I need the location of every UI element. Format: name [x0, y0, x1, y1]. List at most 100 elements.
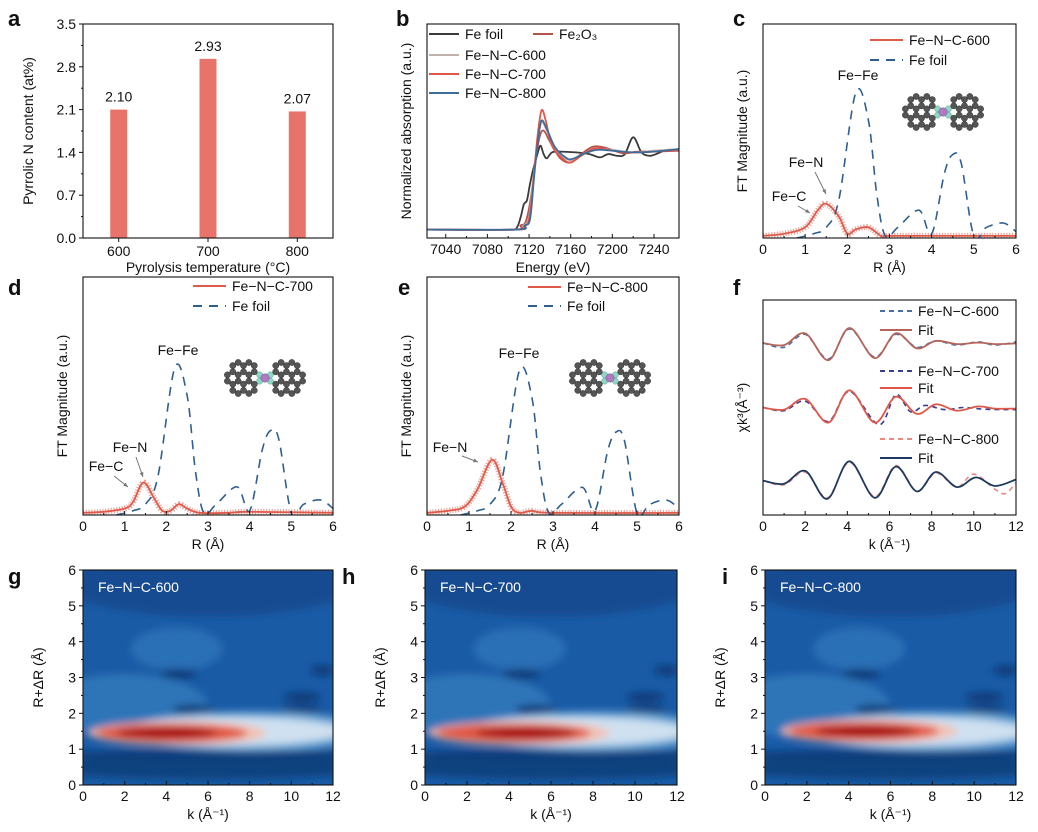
x-tick-label: 1	[121, 518, 129, 534]
legend-label: Fe−N−C-600	[909, 32, 990, 48]
legend-label: Fe−N−C-800	[465, 85, 546, 101]
carbon-atom	[907, 121, 915, 128]
heatmap-contours	[83, 570, 333, 780]
series-line	[116, 363, 333, 515]
legend-label: Fit	[918, 380, 934, 396]
heatmap-region-mid	[473, 627, 566, 671]
y-tick-label: 0.0	[57, 230, 77, 246]
sample-label: Fe−N−C-600	[98, 579, 179, 595]
plot-area	[83, 570, 333, 785]
molecule-structure-inset	[569, 359, 651, 397]
y-tick-label: 3	[68, 670, 76, 686]
y-tick-label: 3.5	[57, 16, 77, 32]
carbon-atom	[644, 371, 651, 379]
y-tick-label: 6	[750, 562, 758, 578]
series-line	[763, 460, 1016, 500]
heatmap-region-dark	[842, 668, 881, 679]
heatmap-region-mid	[813, 627, 906, 671]
carbon-atom	[595, 362, 603, 369]
carbon-atom	[971, 96, 979, 103]
carbon-atom	[574, 387, 582, 394]
carbon-atom	[585, 387, 592, 394]
y-tick-label: 1	[750, 741, 758, 757]
x-tick-label: 800	[286, 243, 310, 259]
carbon-atom	[622, 377, 630, 385]
plot-area	[110, 58, 306, 238]
y-axis-label: Pyrrolic N content (at%)	[20, 57, 36, 205]
carbon-atom	[283, 387, 290, 394]
peak-annotation: Fe−C	[89, 458, 124, 474]
series-line	[763, 390, 1016, 426]
x-tick-label: 4	[845, 788, 853, 804]
carbon-atom	[277, 377, 285, 385]
sample-label: Fe−N−C-700	[440, 579, 521, 595]
panel-d: d Fe−N−C-700 Fe foil Fe−Fe Fe−N Fe−C 0 1 2 3 4 5 6 R …	[8, 275, 337, 552]
x-tick-label: 8	[928, 518, 936, 534]
iron-atom	[260, 373, 270, 383]
x-tick-label: 2	[121, 788, 129, 804]
x-tick-label: 12	[325, 788, 341, 804]
x-tick-label: 12	[1008, 518, 1024, 534]
x-tick-label: 5	[287, 518, 295, 534]
series-line	[427, 119, 679, 231]
fit-markers	[427, 456, 679, 515]
axes-frame	[426, 276, 680, 516]
x-tick-label: 6	[329, 518, 337, 534]
fit-markers	[83, 479, 333, 515]
carbon-atom	[950, 121, 958, 128]
y-tick-label: 2.1	[57, 102, 77, 118]
iron-atom	[938, 107, 948, 117]
carbon-atom	[923, 111, 931, 119]
x-axis-label: k (Å⁻¹)	[530, 806, 572, 822]
carbon-atom	[245, 377, 253, 385]
heatmap-region-low	[425, 754, 677, 780]
axes-frame	[426, 23, 680, 239]
heatmap-region-low	[83, 754, 333, 780]
x-tick-label: 0	[421, 788, 429, 804]
carbon-atom	[240, 362, 247, 369]
carbon-atom	[902, 111, 909, 119]
arrow-head-icon	[139, 472, 144, 477]
carbon-atom	[234, 390, 242, 397]
carbon-atom	[299, 377, 306, 385]
carbon-atom	[617, 387, 625, 394]
sample-label: Fe−N−C-800	[780, 579, 861, 595]
x-tick-label: 2	[843, 241, 851, 257]
series-line	[460, 366, 679, 515]
x-tick-label: 0	[423, 518, 431, 534]
x-tick-label: 7080	[472, 241, 503, 257]
y-axis-label: R+ΔR (Å)	[372, 647, 388, 707]
x-tick-label: 10	[284, 788, 300, 804]
plot-area	[427, 108, 679, 231]
plot-area	[763, 88, 1016, 238]
panel-e: e Fe−N−C-800 Fe foil Fe−Fe Fe−N 0 1 2 3 4 5 6 R (Å) F…	[398, 275, 683, 552]
x-tick-label: 600	[107, 243, 131, 259]
peak-annotation: Fe−Fe	[838, 67, 879, 83]
y-axis-label: Normalized absorption (a.u.)	[398, 43, 414, 220]
legend-label: Fe₂O₃	[559, 26, 597, 42]
panel-letter: i	[722, 564, 728, 589]
x-axis-label: k (Å⁻¹)	[869, 536, 911, 552]
carbon-atom	[272, 362, 280, 369]
peak-annotation: Fe−Fe	[158, 342, 199, 358]
carbon-atom	[966, 93, 974, 100]
y-tick-label: 2	[750, 705, 758, 721]
carbon-atom	[907, 96, 915, 103]
heatmap-region-dark	[963, 705, 1006, 715]
heatmap-region-dark	[160, 668, 198, 679]
x-tick-label: 3	[886, 241, 894, 257]
carbon-atom	[966, 124, 974, 131]
x-tick-label: 1	[801, 241, 809, 257]
panel-letter: d	[8, 275, 21, 300]
x-tick-label: 6	[204, 788, 212, 804]
carbon-atom	[928, 121, 936, 128]
x-tick-label: 0	[79, 788, 87, 804]
carbon-atom	[579, 390, 587, 397]
carbon-atom	[912, 111, 920, 119]
heatmap-contours	[765, 570, 1016, 780]
peak-annotation: Fe−N	[433, 439, 468, 455]
plot-area	[763, 327, 1016, 500]
carbon-atom	[579, 377, 587, 385]
y-axis-label: R+ΔR (Å)	[712, 647, 728, 707]
panel-letter: a	[8, 6, 21, 31]
